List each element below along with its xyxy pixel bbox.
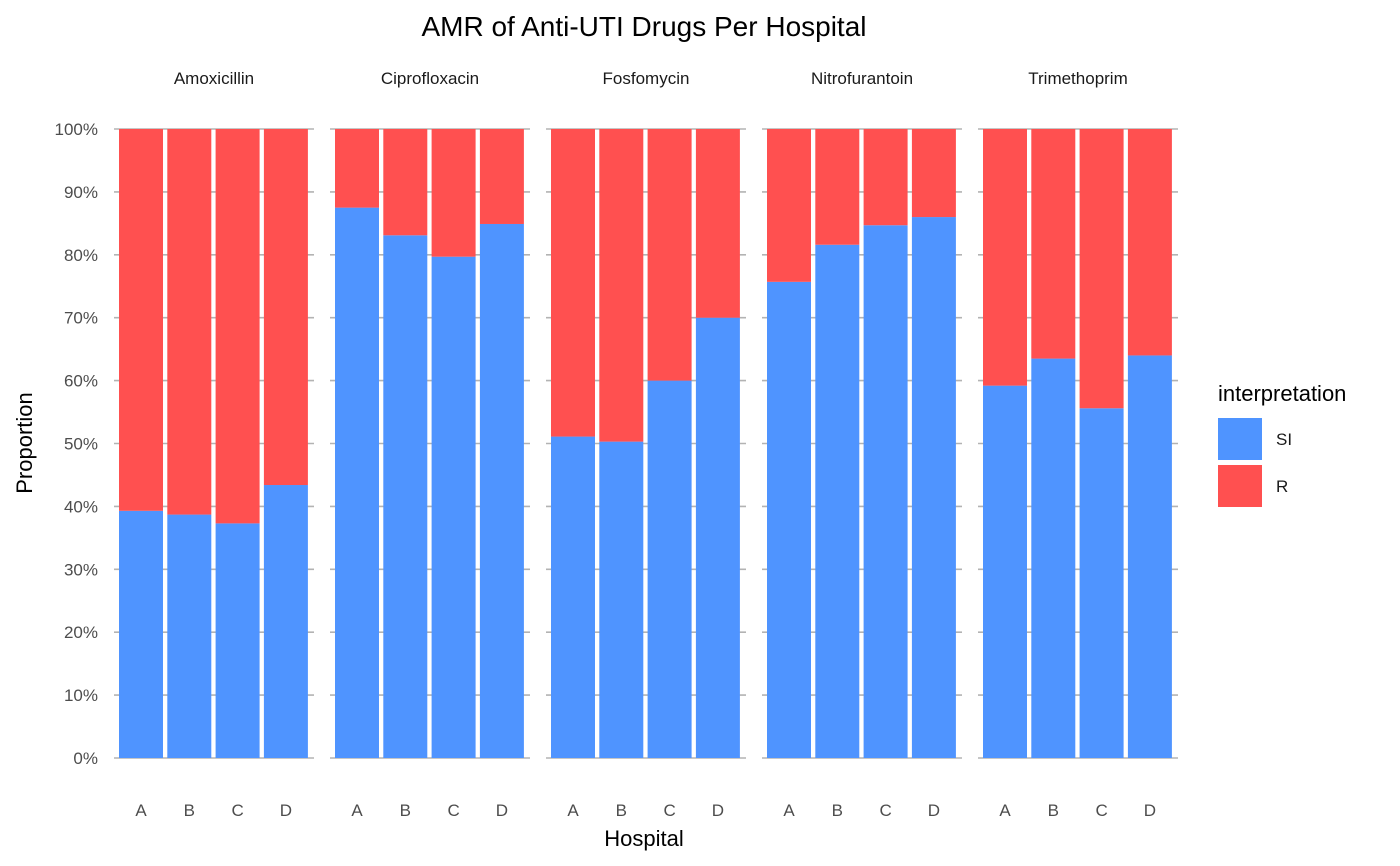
bar-r	[647, 129, 692, 381]
bar-r	[167, 129, 212, 515]
bar-si	[695, 317, 740, 758]
bar-r	[1031, 129, 1076, 359]
bar-r	[119, 129, 163, 511]
x-tick-label: D	[928, 801, 940, 820]
y-axis-title: Proportion	[12, 392, 37, 494]
facet-label: Nitrofurantoin	[811, 69, 913, 88]
facet-label: Ciprofloxacin	[381, 69, 479, 88]
y-tick-label: 30%	[64, 560, 98, 579]
y-tick-label: 50%	[64, 435, 98, 454]
y-tick-label: 10%	[64, 686, 98, 705]
x-tick-label: A	[567, 801, 579, 820]
x-axis-title: Hospital	[604, 826, 683, 851]
y-tick-label: 100%	[55, 120, 98, 139]
bar-r	[1127, 129, 1172, 356]
bar-si	[983, 385, 1027, 758]
bar-r	[695, 129, 740, 318]
bars-layer	[119, 129, 1172, 759]
bar-si	[815, 244, 860, 759]
x-tick-label: D	[280, 801, 292, 820]
facet-strips: Amoxicillin Ciprofloxacin Fosfomycin Nitrof…	[174, 69, 1128, 88]
x-tick-label: D	[496, 801, 508, 820]
bar-si	[647, 380, 692, 758]
x-tick-label: B	[616, 801, 627, 820]
bar-r	[599, 129, 644, 442]
y-tick-label: 80%	[64, 246, 98, 265]
x-tick-label: C	[1095, 801, 1107, 820]
bar-r	[551, 129, 595, 437]
facet-label: Fosfomycin	[603, 69, 690, 88]
legend-title: interpretation	[1218, 381, 1346, 406]
bar-r	[911, 129, 956, 218]
chart-title: AMR of Anti-UTI Drugs Per Hospital	[421, 11, 866, 42]
bar-r	[983, 129, 1027, 386]
bar-si	[1031, 358, 1076, 758]
x-tick-label: A	[999, 801, 1011, 820]
bar-si	[167, 514, 212, 758]
bar-si	[551, 436, 595, 758]
legend-label: R	[1276, 477, 1288, 496]
x-tick-label: C	[663, 801, 675, 820]
bar-si	[215, 523, 260, 758]
legend-label: SI	[1276, 430, 1292, 449]
x-tick-label: B	[184, 801, 195, 820]
bar-r	[863, 129, 908, 226]
y-tick-label: 90%	[64, 183, 98, 202]
bar-r	[1079, 129, 1124, 409]
facet-label: Amoxicillin	[174, 69, 254, 88]
x-tick-label: D	[712, 801, 724, 820]
bar-r	[335, 129, 379, 208]
bar-r	[383, 129, 428, 236]
bar-r	[263, 129, 308, 486]
bar-si	[479, 223, 524, 758]
x-tick-label: B	[1048, 801, 1059, 820]
bar-si	[263, 485, 308, 758]
bar-si	[863, 225, 908, 758]
bar-si	[335, 207, 379, 758]
legend-key	[1218, 465, 1262, 507]
y-axis-ticks: 0% 10% 20% 30% 40% 50% 60% 70% 80% 90% 100%	[55, 120, 98, 768]
bar-r	[479, 129, 524, 224]
legend: interpretation SI R	[1218, 381, 1346, 507]
bar-r	[815, 129, 860, 245]
x-tick-label: B	[400, 801, 411, 820]
bar-r	[767, 129, 811, 282]
x-tick-label: A	[351, 801, 363, 820]
x-tick-label: B	[832, 801, 843, 820]
legend-key	[1218, 418, 1262, 460]
y-tick-label: 70%	[64, 309, 98, 328]
x-tick-label: A	[783, 801, 795, 820]
bar-si	[383, 235, 428, 758]
facet-label: Trimethoprim	[1028, 69, 1128, 88]
x-tick-label: C	[879, 801, 891, 820]
bar-r	[431, 129, 476, 257]
bar-si	[119, 510, 163, 758]
x-tick-label: D	[1144, 801, 1156, 820]
x-tick-label: C	[447, 801, 459, 820]
y-tick-label: 60%	[64, 372, 98, 391]
bar-si	[431, 256, 476, 758]
x-tick-label: C	[231, 801, 243, 820]
y-tick-label: 20%	[64, 623, 98, 642]
bar-si	[767, 281, 811, 758]
bar-r	[215, 129, 260, 524]
bar-si	[1127, 355, 1172, 758]
bar-si	[911, 217, 956, 758]
y-tick-label: 0%	[73, 749, 98, 768]
y-tick-label: 40%	[64, 497, 98, 516]
bar-si	[1079, 408, 1124, 758]
x-tick-label: A	[135, 801, 147, 820]
bar-si	[599, 441, 644, 758]
